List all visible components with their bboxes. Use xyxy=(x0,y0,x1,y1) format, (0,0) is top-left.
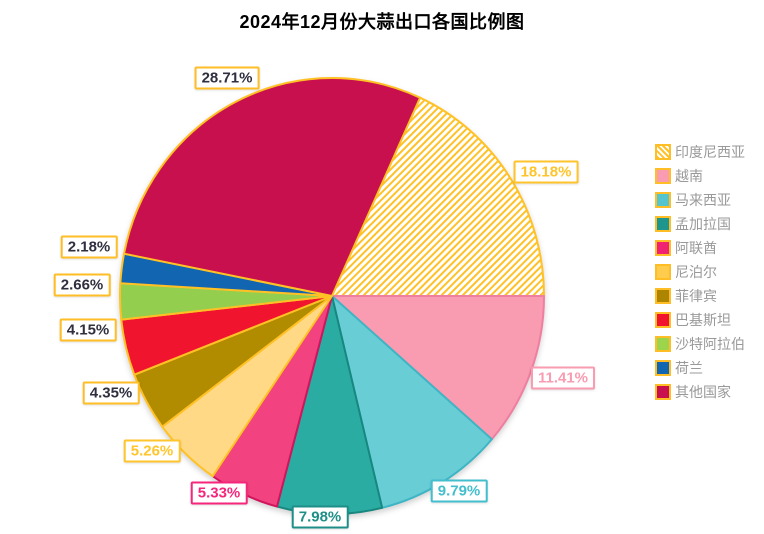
legend-item-尼泊尔[interactable]: 尼泊尔 xyxy=(655,260,745,284)
legend-label-马来西亚: 马来西亚 xyxy=(675,192,731,208)
legend-swatch-印度尼西亚 xyxy=(655,144,671,160)
pie-slice-印度尼西亚[interactable] xyxy=(331,96,545,297)
legend-label-荷兰: 荷兰 xyxy=(675,360,703,376)
legend-label-越南: 越南 xyxy=(675,168,703,184)
pie-slices-group xyxy=(119,77,545,515)
legend-label-尼泊尔: 尼泊尔 xyxy=(675,264,717,280)
legend-item-巴基斯坦[interactable]: 巴基斯坦 xyxy=(655,308,745,332)
legend-swatch-尼泊尔 xyxy=(655,264,671,280)
legend-item-孟加拉国[interactable]: 孟加拉国 xyxy=(655,212,745,236)
legend-swatch-巴基斯坦 xyxy=(655,312,671,328)
legend-swatch-菲律宾 xyxy=(655,288,671,304)
chart-title: 2024年12月份大蒜出口各国比例图 xyxy=(239,12,525,32)
legend-label-其他国家: 其他国家 xyxy=(675,384,731,400)
legend-item-印度尼西亚[interactable]: 印度尼西亚 xyxy=(655,140,745,164)
legend-item-荷兰[interactable]: 荷兰 xyxy=(655,356,745,380)
pie-slice-越南[interactable] xyxy=(331,294,545,441)
legend-label-阿联酋: 阿联酋 xyxy=(675,240,717,256)
legend-label-孟加拉国: 孟加拉国 xyxy=(675,216,731,232)
legend-label-印度尼西亚: 印度尼西亚 xyxy=(675,144,745,160)
legend-item-阿联酋[interactable]: 阿联酋 xyxy=(655,236,745,260)
legend-swatch-沙特阿拉伯 xyxy=(655,336,671,352)
legend-swatch-越南 xyxy=(655,168,671,184)
legend-item-菲律宾[interactable]: 菲律宾 xyxy=(655,284,745,308)
pie-slice-其他国家[interactable] xyxy=(123,77,422,297)
legend-label-菲律宾: 菲律宾 xyxy=(675,288,717,304)
legend-label-巴基斯坦: 巴基斯坦 xyxy=(675,312,731,328)
legend-swatch-阿联酋 xyxy=(655,240,671,256)
legend-swatch-孟加拉国 xyxy=(655,216,671,232)
legend-label-沙特阿拉伯: 沙特阿拉伯 xyxy=(675,336,745,352)
legend-item-沙特阿拉伯[interactable]: 沙特阿拉伯 xyxy=(655,332,745,356)
legend-swatch-其他国家 xyxy=(655,384,671,400)
legend-item-马来西亚[interactable]: 马来西亚 xyxy=(655,188,745,212)
legend-item-其他国家[interactable]: 其他国家 xyxy=(655,380,745,404)
legend-item-越南[interactable]: 越南 xyxy=(655,164,745,188)
legend-swatch-马来西亚 xyxy=(655,192,671,208)
legend-swatch-荷兰 xyxy=(655,360,671,376)
legend: 印度尼西亚越南马来西亚孟加拉国阿联酋尼泊尔菲律宾巴基斯坦沙特阿拉伯荷兰其他国家 xyxy=(655,140,745,404)
